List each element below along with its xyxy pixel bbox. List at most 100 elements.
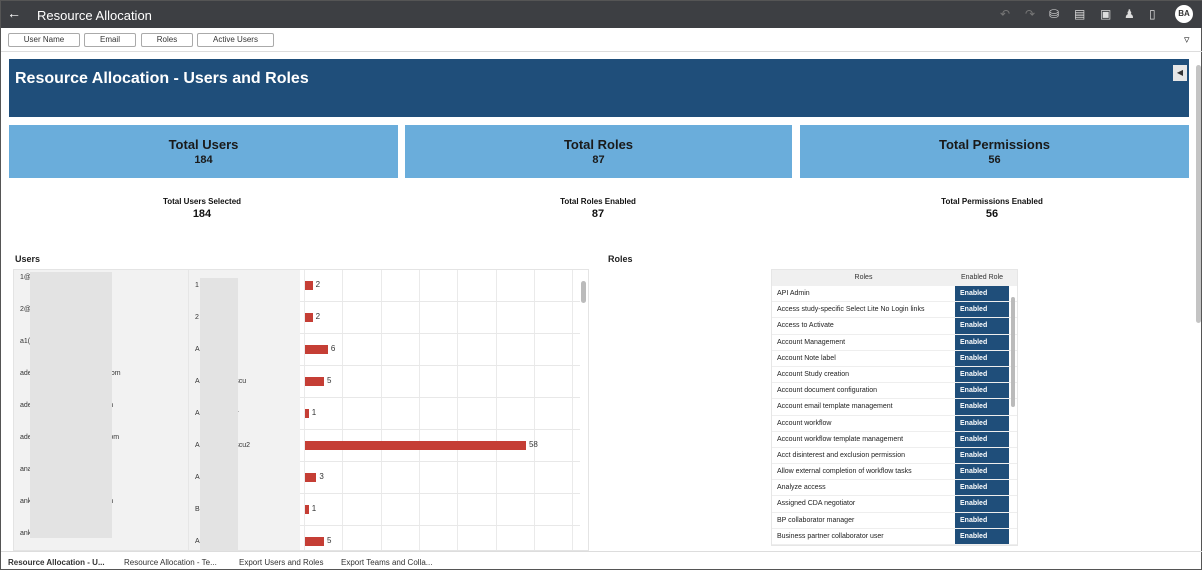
total-roles-card: Total Roles 87 (405, 125, 792, 178)
bar[interactable] (305, 281, 313, 290)
filter-email-button[interactable]: Email (84, 33, 136, 47)
grid-line (533, 270, 535, 550)
list-item[interactable]: Allow external completion of workflow ta… (772, 464, 1017, 481)
email-start: 1@ (20, 274, 31, 281)
enabled-badge: Enabled (955, 480, 1009, 496)
role-name: Acct disinterest and exclusion permissio… (777, 451, 906, 459)
list-item[interactable]: Assigned CDA negotiator Enabled (772, 496, 1017, 513)
bar[interactable] (305, 441, 526, 450)
back-icon[interactable]: ← (7, 5, 21, 21)
enabled-badge: Enabled (955, 415, 1009, 431)
enabled-badge: Enabled (955, 464, 1009, 480)
list-item[interactable]: Business partner collaborator user Enable… (772, 528, 1017, 545)
redaction-blur (200, 278, 238, 550)
roles-scrollbar[interactable] (1011, 297, 1015, 407)
list-item[interactable]: Access to Activate Enabled (772, 318, 1017, 335)
card-label: Total Permissions (938, 137, 1050, 152)
role-name: Access study-specific Select Lite No Log… (777, 306, 925, 314)
enabled-badge: Enabled (955, 528, 1009, 544)
share-user-icon[interactable]: ♟ (1124, 7, 1135, 21)
bar[interactable] (305, 345, 328, 354)
role-name: Account Note label (777, 354, 836, 362)
tab-resource-allocation-teams[interactable]: Resource Allocation - Te... (124, 558, 217, 567)
users-section-title: Users (15, 254, 41, 264)
bar[interactable] (305, 505, 309, 514)
bar-label: 5 (327, 536, 332, 545)
email-start: ank (20, 498, 32, 505)
redo-icon[interactable]: ↷ (1025, 7, 1036, 21)
column-header-enabled-role[interactable]: Enabled Role (960, 274, 1004, 281)
name-start: 1 (195, 282, 199, 289)
column-header-roles[interactable]: Roles (854, 274, 873, 281)
name-start: A (195, 410, 200, 417)
enabled-badge: Enabled (955, 512, 1009, 528)
name-start: A (195, 378, 200, 385)
role-name: Assigned CDA negotiator (777, 500, 856, 508)
enabled-badge: Enabled (955, 431, 1009, 447)
tab-export-teams[interactable]: Export Teams and Colla... (341, 558, 433, 567)
bar-label: 58 (528, 440, 538, 449)
bar[interactable] (305, 473, 317, 482)
name-start: 2 (195, 314, 199, 321)
list-item[interactable]: Account workflow Enabled (772, 415, 1017, 432)
top-bar: ← Resource Allocation ↶ ↷ ⛁ ▤ ▣ ♟ ▯ BA (1, 1, 1202, 28)
enabled-badge: Enabled (955, 366, 1009, 383)
bookmark-icon[interactable]: ▯ (1149, 7, 1156, 21)
list-item[interactable]: Account Note label Enabled (772, 350, 1017, 367)
email-start: ade (20, 402, 32, 409)
name-start: A (195, 538, 200, 545)
grid-line (572, 270, 574, 550)
list-item[interactable]: Acct disinterest and exclusion permissio… (772, 447, 1017, 465)
avatar[interactable]: BA (1175, 5, 1193, 23)
tab-resource-allocation-users[interactable]: Resource Allocation - U... (8, 558, 105, 567)
list-item[interactable]: Account email template management Enabled (772, 399, 1017, 416)
role-name: Allow external completion of workflow ta… (777, 468, 912, 476)
name-start: B (195, 506, 200, 513)
tab-export-users-roles[interactable]: Export Users and Roles (239, 558, 324, 567)
bar[interactable] (305, 409, 309, 418)
present-icon[interactable]: ▣ (1100, 7, 1112, 21)
collapse-icon[interactable]: ◀ (1173, 65, 1187, 81)
list-item[interactable]: Account document configuration Enabled (772, 383, 1017, 400)
page-scrollbar[interactable] (1196, 65, 1201, 323)
bar-label: 5 (327, 376, 332, 385)
list-item[interactable]: Access study-specific Select Lite No Log… (772, 302, 1017, 319)
list-item[interactable]: BP collaborator manager Enabled (772, 512, 1017, 529)
role-name: Account Study creation (777, 370, 849, 378)
kpi-value: 184 (192, 208, 212, 220)
list-item[interactable]: Analyze access Enabled (772, 480, 1017, 497)
bar[interactable] (305, 313, 313, 322)
role-name: Analyze access (777, 484, 826, 492)
list-item[interactable]: Account workflow template management Enab… (772, 431, 1017, 448)
grid-line (304, 270, 305, 550)
users-scrollbar[interactable] (581, 281, 586, 303)
enabled-badge: Enabled (955, 447, 1009, 464)
list-item[interactable]: Account Study creation Enabled (772, 366, 1017, 384)
bar-label: 2 (315, 280, 321, 289)
bar[interactable] (305, 377, 325, 386)
email-start: 2@ (20, 306, 31, 313)
grid-line (495, 270, 497, 550)
kpi-roles-enabled: Total Roles Enabled 87 (468, 197, 728, 220)
data-icon[interactable]: ⛁ (1049, 7, 1060, 21)
filter-roles-button[interactable]: Roles (141, 33, 193, 47)
enabled-badge: Enabled (955, 399, 1009, 415)
kpi-users-selected: Total Users Selected 184 (72, 197, 332, 220)
comment-icon[interactable]: ▤ (1074, 7, 1086, 21)
bar-label: 3 (319, 472, 324, 481)
enabled-badge: Enabled (955, 286, 1009, 302)
filter-bar: User Name Email Roles Active Users ▿ (1, 28, 1202, 52)
grid-line (380, 270, 382, 550)
filter-user-name-button[interactable]: User Name (8, 33, 80, 47)
card-value: 87 (592, 154, 605, 166)
role-name: Account email template management (777, 403, 893, 411)
bar[interactable] (305, 537, 325, 546)
grid-line (342, 270, 344, 550)
filter-active-users-button[interactable]: Active Users (197, 33, 274, 47)
undo-icon[interactable]: ↶ (1000, 7, 1011, 21)
list-item[interactable]: API Admin Enabled (772, 286, 1017, 303)
list-item[interactable]: Account Management Enabled (772, 334, 1017, 351)
grid-line (457, 270, 459, 550)
filter-icon[interactable]: ▿ (1184, 34, 1190, 46)
